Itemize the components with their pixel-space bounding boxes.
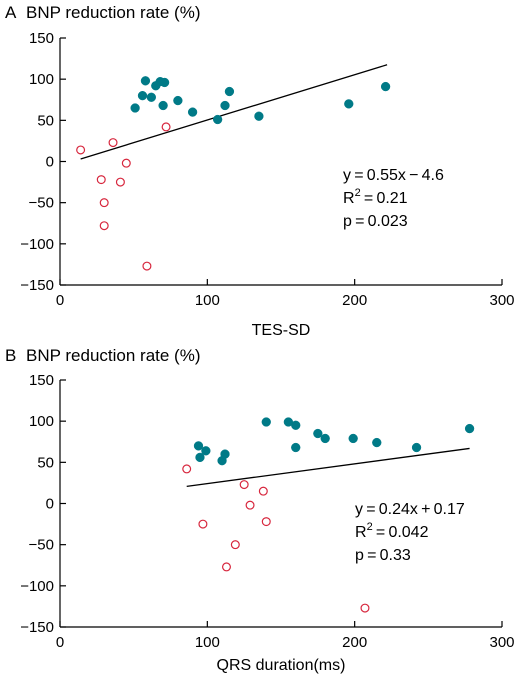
data-point-open [258, 486, 268, 496]
data-point-filled [193, 441, 204, 451]
data-point-open [182, 464, 192, 474]
data-point-filled [372, 437, 382, 448]
data-point-filled [291, 420, 301, 430]
data-point-open [99, 221, 109, 231]
data-point-open [142, 261, 152, 271]
data-point-open [198, 519, 208, 529]
panel-a-r-squared: R2 = 0.21 [343, 187, 408, 207]
panel-a-r-label: R [343, 190, 355, 207]
y-tick-label: 50 [37, 112, 54, 129]
data-point-open [221, 562, 231, 572]
data-point-open [261, 517, 271, 527]
data-point-open [108, 138, 118, 148]
panel-b-x-ticks: 0 100 200 300 [56, 621, 515, 651]
data-point-open [121, 158, 131, 168]
data-point-open [115, 177, 125, 187]
panel-a-points [76, 76, 391, 271]
panel-a-r-value: = 0.21 [361, 190, 408, 207]
x-tick-label: 0 [56, 292, 64, 309]
x-tick-label: 200 [342, 634, 367, 651]
panel-b-equation: y = 0.24x + 0.17 [355, 501, 465, 518]
data-point-filled [313, 428, 323, 439]
y-tick-label: 150 [29, 372, 54, 389]
data-point-filled [224, 86, 235, 97]
y-tick-label: 150 [29, 30, 54, 47]
panel-b-title: BNP reduction rate (%) [26, 346, 200, 365]
y-tick-label: 0 [46, 154, 54, 171]
panel-b-p-value: p = 0.33 [355, 547, 411, 564]
data-point-filled [159, 77, 170, 88]
panel-b-fit-line-group [186, 447, 470, 488]
data-point-filled [254, 111, 264, 121]
panel-b-r-label: R [355, 524, 367, 541]
data-point-filled [212, 114, 223, 125]
data-point-filled [220, 449, 230, 459]
panel-b-x-axis-label: QRS duration(ms) [217, 657, 346, 674]
data-point-filled [158, 100, 168, 111]
panel-b: B BNP reduction rate (%) 150 100 50 0 −50 −10… [5, 346, 515, 674]
data-point-open [76, 145, 86, 155]
data-point-filled [130, 103, 140, 113]
data-point-filled [220, 100, 230, 111]
x-tick-label: 300 [489, 634, 514, 651]
data-point-open [161, 122, 171, 132]
panel-a-equation: y = 0.55x − 4.6 [343, 167, 444, 184]
y-tick-label: −100 [20, 236, 54, 253]
data-point-filled [464, 423, 475, 434]
panel-a-y-ticks: 150 100 50 0 −50 −100 −150 [20, 30, 66, 294]
y-tick-label: −50 [29, 195, 54, 212]
panel-a-x-ticks: 0 100 200 300 [56, 279, 515, 309]
data-point-filled [344, 99, 354, 109]
x-tick-label: 200 [342, 292, 367, 309]
data-point-filled [380, 81, 391, 92]
panel-a-label: A [5, 3, 17, 22]
panel-a-fit-line-group [80, 64, 388, 160]
data-point-filled [320, 433, 330, 444]
x-tick-label: 100 [195, 634, 220, 651]
panel-a-title: BNP reduction rate (%) [26, 3, 200, 22]
data-point-open [230, 540, 240, 550]
panel-a-x-axis-label: TES-SD [252, 322, 311, 339]
data-point-filled [291, 442, 301, 453]
regression-line [80, 64, 388, 160]
panel-a-r-superscript: 2 [355, 187, 361, 199]
regression-line [186, 447, 470, 488]
panel-b-y-ticks: 150 100 50 0 −50 −100 −150 [20, 372, 66, 636]
panel-b-r-squared: R2 = 0.042 [355, 521, 429, 541]
data-point-filled [140, 76, 151, 86]
data-point-filled [146, 92, 156, 102]
y-tick-label: −150 [20, 277, 54, 294]
data-point-filled [411, 442, 422, 453]
data-point-open [239, 480, 249, 490]
x-tick-label: 100 [195, 292, 220, 309]
panel-a-p-value: p = 0.023 [343, 213, 408, 230]
y-tick-label: 50 [37, 454, 54, 471]
data-point-filled [137, 90, 148, 101]
data-point-filled [261, 417, 271, 427]
y-tick-label: −100 [20, 578, 54, 595]
y-tick-label: 100 [29, 71, 54, 88]
panel-b-points [182, 417, 475, 613]
data-point-open [99, 198, 109, 208]
data-point-open [360, 603, 370, 613]
panel-b-r-superscript: 2 [367, 521, 373, 533]
panel-b-label: B [5, 346, 16, 365]
y-tick-label: −150 [20, 619, 54, 636]
panel-b-r-value: = 0.042 [373, 524, 429, 541]
data-point-filled [348, 433, 358, 444]
data-point-filled [201, 446, 211, 456]
panel-a: A BNP reduction rate (%) 150 100 50 0 −50 −10… [5, 3, 515, 339]
data-point-filled [173, 95, 183, 106]
y-tick-label: −50 [29, 537, 54, 554]
x-tick-label: 300 [489, 292, 514, 309]
x-tick-label: 0 [56, 634, 64, 651]
data-point-filled [187, 107, 198, 117]
data-point-open [96, 175, 106, 185]
data-point-open [245, 500, 255, 510]
y-tick-label: 0 [46, 496, 54, 513]
y-tick-label: 100 [29, 413, 54, 430]
data-point-filled [195, 452, 205, 463]
